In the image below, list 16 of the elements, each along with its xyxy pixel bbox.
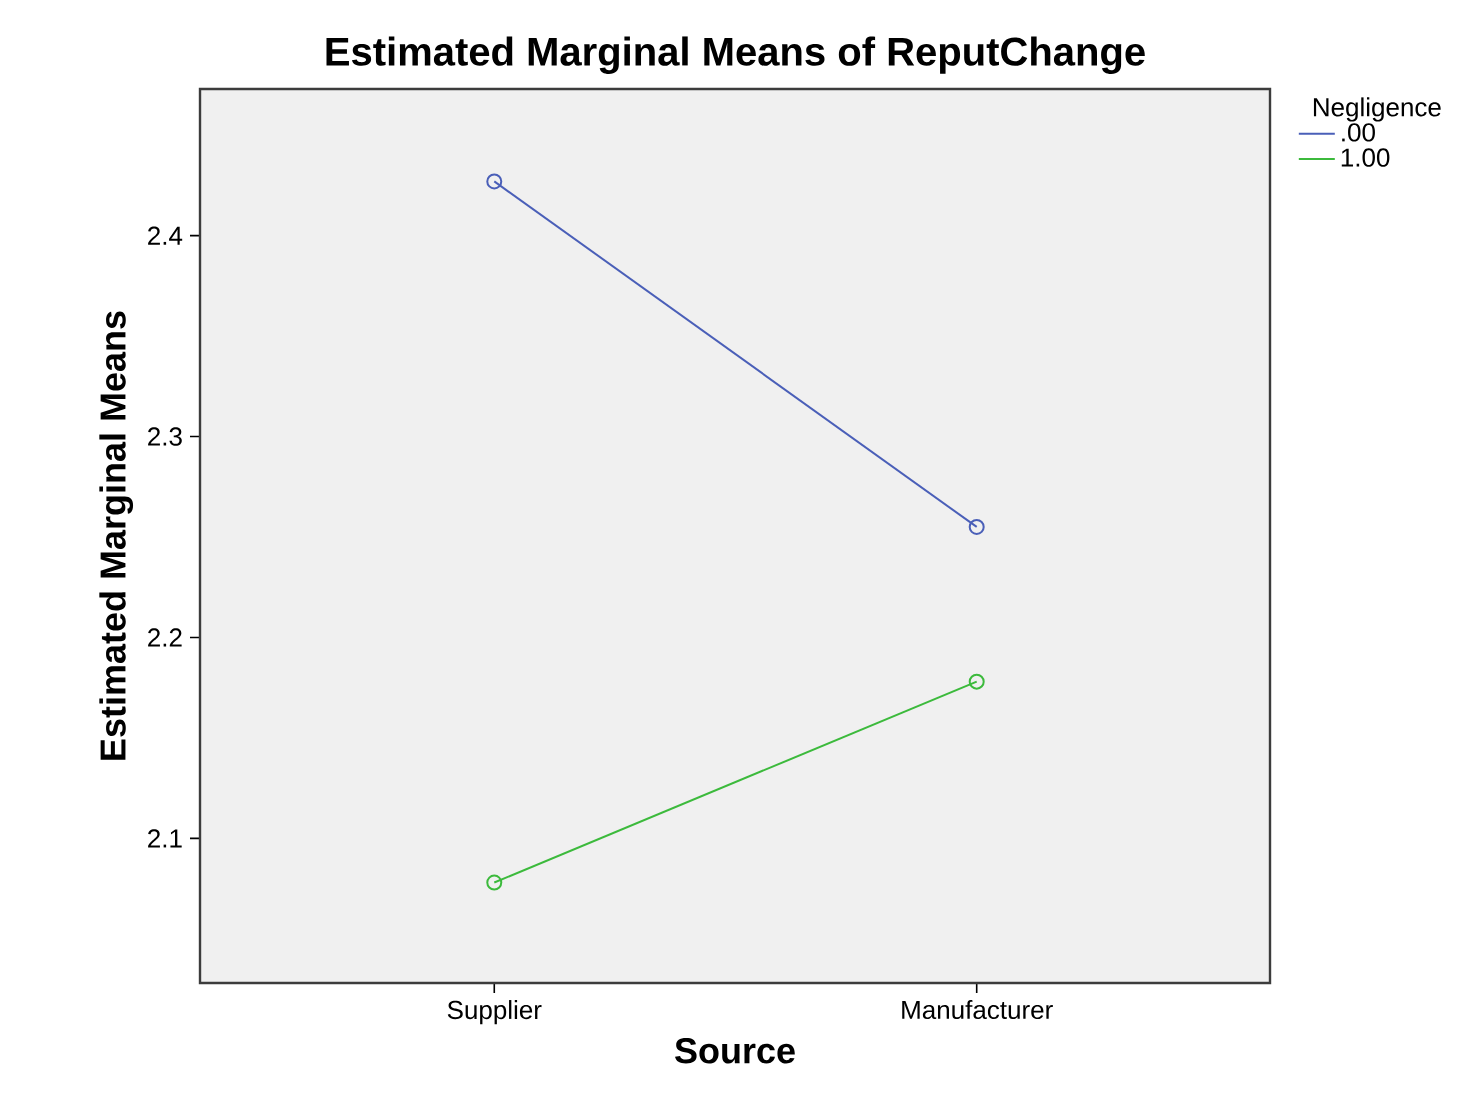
x-axis-title: Source — [675, 1038, 795, 1064]
point — [968, 673, 985, 690]
legend-title: Negligence — [1313, 97, 1441, 122]
x-tick-label: Supplier — [447, 1000, 542, 1025]
point — [486, 874, 503, 891]
chart-title: Estimated Marginal Means of ReputChange — [326, 36, 1145, 74]
x-tick-label: Manufacturer — [902, 1000, 1053, 1020]
y-tick-label: 2.2 — [148, 628, 182, 647]
y-tick-label: 2.3 — [148, 427, 182, 446]
legend-label: 1.00 — [1341, 148, 1390, 167]
y-tick-label: 2.1 — [148, 829, 182, 848]
point — [486, 173, 503, 190]
point — [968, 518, 985, 535]
legend-label: .00 — [1342, 123, 1375, 142]
y-tick-label: 2.4 — [148, 226, 183, 245]
y-axis-title: Estimated Marginal Means — [99, 311, 134, 760]
